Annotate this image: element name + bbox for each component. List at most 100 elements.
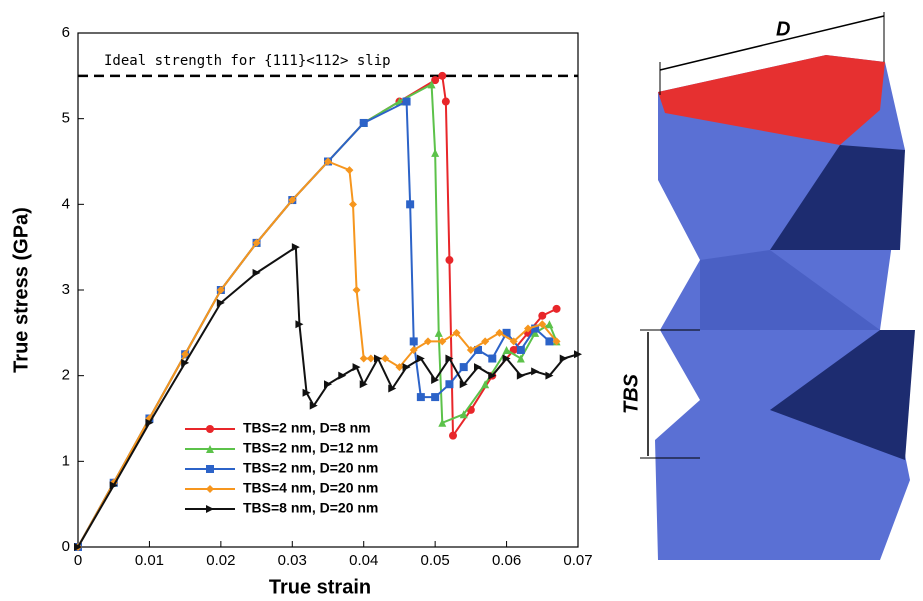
marker <box>324 157 332 166</box>
legend-label: TBS=2 nm, D=20 nm <box>243 460 378 476</box>
x-tick-label: 0.05 <box>421 552 450 569</box>
marker <box>552 304 561 313</box>
y-tick-label: 5 <box>62 110 70 127</box>
marker <box>438 418 447 427</box>
legend-label: TBS=2 nm, D=8 nm <box>243 420 371 436</box>
y-tick-label: 2 <box>62 367 70 384</box>
marker <box>559 354 568 363</box>
marker <box>74 543 82 551</box>
marker <box>352 363 361 372</box>
y-tick-label: 6 <box>62 24 70 41</box>
marker <box>545 371 554 380</box>
marker <box>345 166 354 175</box>
marker <box>324 380 332 389</box>
marker <box>474 363 482 372</box>
marker <box>431 148 440 157</box>
marker <box>538 320 547 329</box>
marker <box>441 97 450 106</box>
marker <box>545 320 554 329</box>
marker <box>216 298 225 307</box>
marker <box>291 243 300 252</box>
x-tick-label: 0.06 <box>492 552 521 569</box>
marker <box>502 328 511 337</box>
marker <box>181 350 190 359</box>
marker <box>427 80 436 89</box>
diameter-label: D <box>776 18 790 40</box>
x-axis-title: True strain <box>269 576 371 598</box>
marker <box>366 354 375 363</box>
series-line <box>77 74 558 548</box>
marker <box>295 320 304 329</box>
marker <box>481 380 490 389</box>
marker <box>395 363 404 372</box>
marker <box>349 200 357 209</box>
y-tick-label: 4 <box>62 195 70 212</box>
marker <box>402 97 411 106</box>
x-tick-label: 0 <box>74 552 82 569</box>
marker <box>574 350 582 359</box>
marker <box>145 418 154 427</box>
marker <box>438 337 447 346</box>
legend-label: TBS=8 nm, D=20 nm <box>243 500 378 516</box>
marker <box>309 401 318 410</box>
marker <box>545 337 554 346</box>
marker <box>409 345 418 354</box>
legend-marker <box>206 425 214 433</box>
marker <box>352 286 361 294</box>
marker <box>509 337 518 346</box>
marker <box>252 238 261 247</box>
marker <box>495 328 504 337</box>
y-tick-label: 1 <box>62 452 70 469</box>
marker <box>524 324 532 333</box>
x-tick-label: 0.04 <box>349 552 378 569</box>
marker <box>288 196 297 205</box>
marker <box>406 200 415 209</box>
marker <box>531 367 540 376</box>
legend-label: TBS=2 nm, D=12 nm <box>243 440 378 456</box>
marker <box>388 384 397 393</box>
marker <box>302 388 311 397</box>
marker <box>359 354 368 363</box>
marker <box>216 286 225 294</box>
x-tick-label: 0.01 <box>135 552 164 569</box>
marker <box>445 380 454 389</box>
marker <box>552 337 561 346</box>
marker <box>459 380 468 389</box>
marker <box>359 380 368 389</box>
y-axis-title: True stress (GPa) <box>10 207 32 373</box>
marker <box>431 393 440 402</box>
marker <box>338 371 347 380</box>
marker <box>438 71 447 80</box>
marker <box>488 354 497 363</box>
marker <box>459 410 468 419</box>
spacing-label: TBS <box>620 373 642 414</box>
series-line <box>77 82 558 548</box>
marker <box>516 345 525 354</box>
marker <box>474 345 482 354</box>
legend-marker <box>206 465 214 473</box>
pillar-illustration <box>640 12 915 560</box>
x-tick-label: 0.07 <box>563 552 592 569</box>
marker <box>416 393 425 402</box>
reference-label: Ideal strength for {111}<112> slip <box>104 53 391 69</box>
marker <box>181 358 190 367</box>
marker <box>431 375 440 384</box>
marker <box>431 76 440 85</box>
marker <box>381 354 390 363</box>
marker <box>252 268 261 277</box>
legend-marker <box>206 445 214 453</box>
marker <box>538 311 547 320</box>
marker <box>109 481 118 490</box>
marker <box>502 345 511 354</box>
legend-marker <box>206 505 214 513</box>
marker <box>531 324 540 333</box>
legend-marker <box>206 485 214 493</box>
marker <box>445 354 454 363</box>
y-tick-label: 3 <box>62 281 70 298</box>
marker <box>516 371 525 380</box>
marker <box>409 337 418 346</box>
marker <box>359 118 368 127</box>
marker <box>488 371 497 380</box>
marker <box>452 328 461 337</box>
